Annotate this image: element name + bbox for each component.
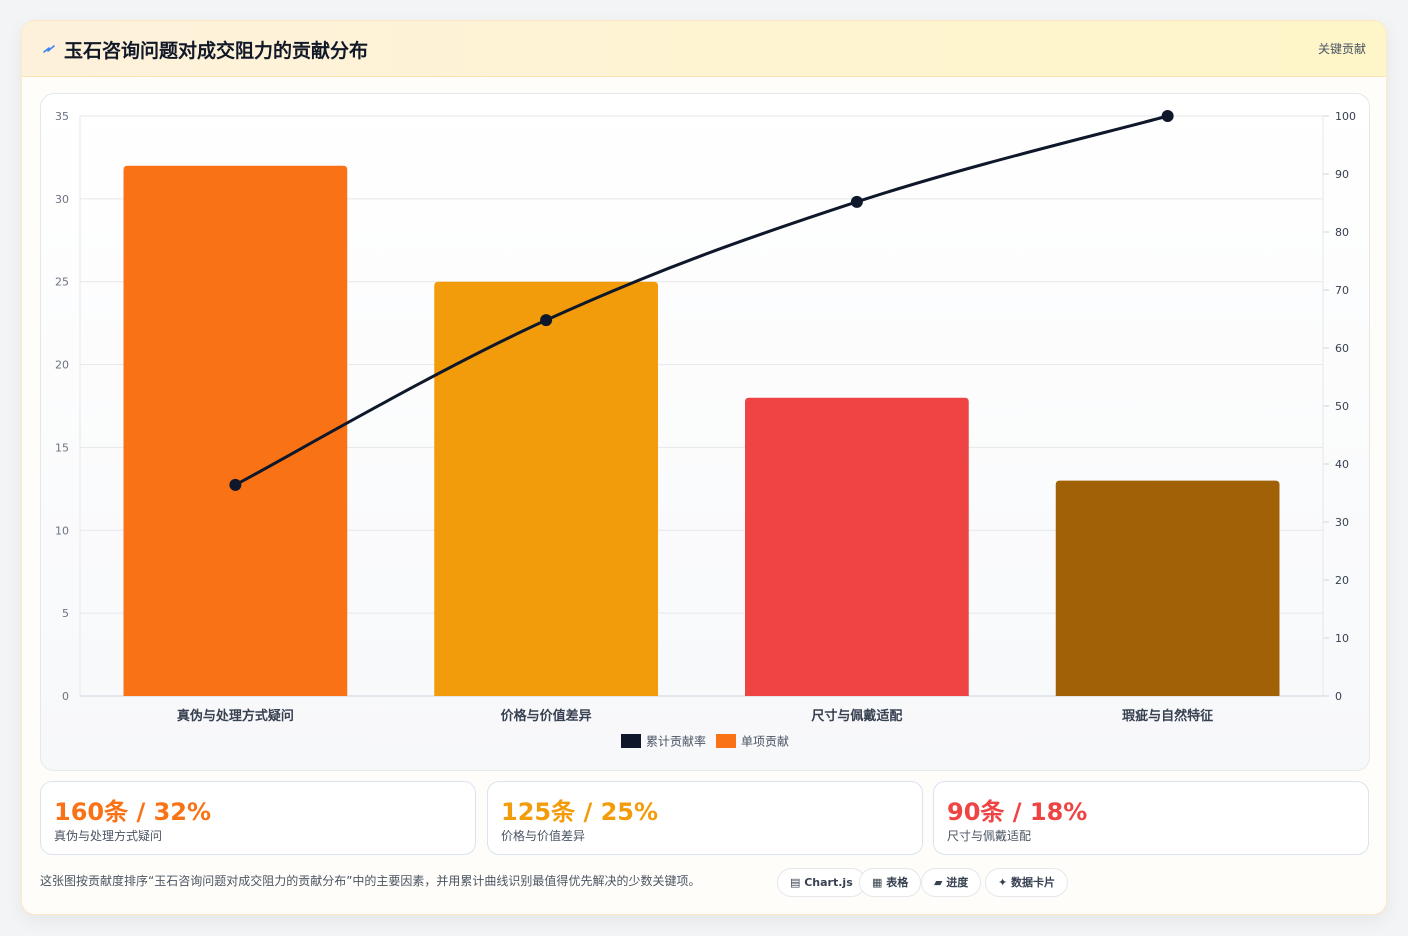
y2-tick-label: 90 <box>1335 168 1349 181</box>
chart-card: 玉石咨询问题对成交阻力的贡献分布 关键贡献 0 5 10 15 20 25 30 35 0 10 2… <box>21 20 1387 915</box>
bar <box>1055 480 1280 696</box>
cumulative-point <box>1161 110 1174 122</box>
chip-label: 表格 <box>886 876 909 889</box>
legend-swatch <box>716 734 736 748</box>
legend-label: 单项贡献 <box>741 734 789 749</box>
progress-icon: ▰ <box>934 876 947 889</box>
chip-data-card[interactable]: ✦ 数据卡片 <box>985 868 1069 897</box>
x-tick-label: 尺寸与佩戴适配 <box>811 708 902 724</box>
data-card-icon: ✦ <box>998 876 1012 889</box>
y-tick-label: 5 <box>62 607 69 620</box>
y-tick-label: 15 <box>55 441 69 454</box>
chip-label: Chart.js <box>804 876 853 889</box>
y2-tick-label: 50 <box>1335 400 1349 413</box>
stat-card: 90条 / 18% 尺寸与佩戴适配 <box>933 781 1369 855</box>
chip-label: 进度 <box>946 876 969 889</box>
cumulative-point <box>540 314 553 327</box>
stat-label: 价格与价值差异 <box>501 829 586 843</box>
stat-value: 125条 / 25% <box>501 798 659 826</box>
x-tick-label: 真伪与处理方式疑问 <box>177 708 294 724</box>
y-tick-label: 20 <box>55 359 69 372</box>
stat-label: 真伪与处理方式疑问 <box>54 829 163 843</box>
cumulative-line <box>234 114 1169 487</box>
bar <box>123 165 348 696</box>
y2-tick-label: 0 <box>1335 690 1342 703</box>
chip-progress[interactable]: ▰ 进度 <box>921 868 982 897</box>
page-title: 玉石咨询问题对成交阻力的贡献分布 <box>64 40 369 62</box>
x-tick-label: 瑕疵与自然特征 <box>1122 708 1213 724</box>
chart-panel: 0 5 10 15 20 25 30 35 0 10 20 30 40 50 60 70 80 90 100 真伪与处… <box>40 93 1370 771</box>
y2-tick-label: 20 <box>1335 574 1349 587</box>
chart-icon: ▤ <box>790 876 805 889</box>
y2-tick-label: 70 <box>1335 284 1349 297</box>
y2-tick-label: 40 <box>1335 458 1349 471</box>
legend-label: 累计贡献率 <box>646 734 706 749</box>
stat-value: 90条 / 18% <box>947 798 1088 826</box>
card-header: 玉石咨询问题对成交阻力的贡献分布 关键贡献 <box>22 21 1386 77</box>
y-tick-label: 35 <box>55 110 69 123</box>
footer-description: 这张图按贡献度排序“玉石咨询问题对成交阻力的贡献分布”中的主要因素，并用累计曲线… <box>40 874 701 888</box>
y2-tick-label: 10 <box>1335 632 1349 645</box>
stat-label: 尺寸与佩戴适配 <box>947 829 1032 843</box>
y2-tick-label: 80 <box>1335 226 1349 239</box>
chip-table[interactable]: ▦ 表格 <box>859 868 922 897</box>
pareto-chart: 0 5 10 15 20 25 30 35 0 10 20 30 40 50 60 70 80 90 100 真伪与处… <box>55 110 1356 749</box>
y-tick-label: 0 <box>62 690 69 703</box>
header-tag: 关键贡献 <box>1317 42 1366 56</box>
chip-label: 数据卡片 <box>1011 876 1056 889</box>
cumulative-point <box>850 195 863 208</box>
stat-card: 160条 / 32% 真伪与处理方式疑问 <box>40 781 476 855</box>
lightning-icon <box>43 45 55 53</box>
stat-value: 160条 / 32% <box>54 798 212 826</box>
stat-card: 125条 / 25% 价格与价值差异 <box>487 781 923 855</box>
y-tick-label: 25 <box>55 276 69 289</box>
y2-tick-label: 30 <box>1335 516 1349 529</box>
bar <box>434 281 658 696</box>
chip-chart[interactable]: ▤ Chart.js <box>777 868 866 897</box>
cumulative-point <box>229 478 242 491</box>
y-tick-label: 10 <box>55 524 69 537</box>
table-icon: ▦ <box>872 876 887 889</box>
legend-swatch <box>621 734 641 748</box>
x-tick-label: 价格与价值差异 <box>501 708 592 724</box>
bar <box>745 397 969 696</box>
y2-tick-label: 60 <box>1335 342 1349 355</box>
y2-tick-label: 100 <box>1335 110 1356 123</box>
y-tick-label: 30 <box>55 193 69 206</box>
